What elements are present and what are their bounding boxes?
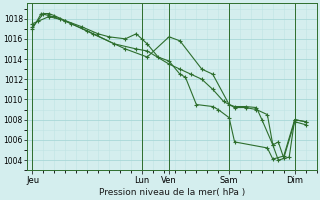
X-axis label: Pression niveau de la mer( hPa ): Pression niveau de la mer( hPa ) bbox=[99, 188, 245, 197]
